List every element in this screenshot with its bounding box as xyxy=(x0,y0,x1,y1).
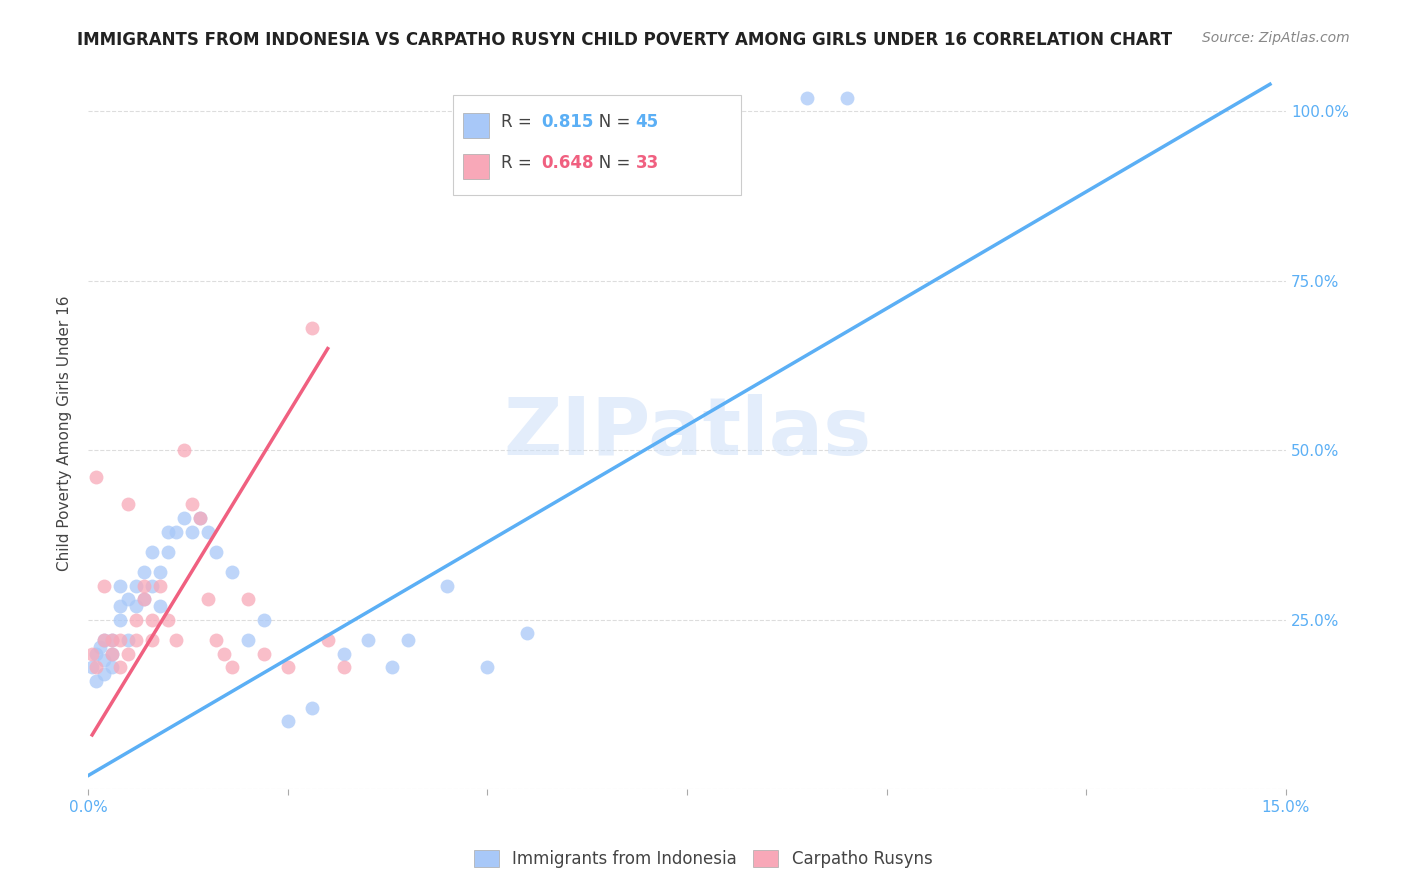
Point xyxy=(516,626,538,640)
Point xyxy=(149,579,172,593)
Point xyxy=(165,524,187,539)
Point xyxy=(93,653,115,667)
Point xyxy=(277,714,299,729)
Point xyxy=(108,633,131,648)
Point xyxy=(108,660,131,674)
Point xyxy=(108,599,131,614)
Text: N =: N = xyxy=(583,113,636,131)
Point xyxy=(132,592,155,607)
Point xyxy=(356,633,378,648)
Point xyxy=(236,633,259,648)
Point xyxy=(149,599,172,614)
Point xyxy=(101,633,124,648)
Point xyxy=(125,579,148,593)
Point xyxy=(301,701,323,715)
Text: N =: N = xyxy=(583,153,636,172)
Text: 0.648: 0.648 xyxy=(541,153,593,172)
Point xyxy=(316,633,339,648)
Point xyxy=(117,498,139,512)
Point xyxy=(221,660,243,674)
Point xyxy=(84,647,107,661)
Point xyxy=(188,511,211,525)
Point xyxy=(165,633,187,648)
Point xyxy=(101,647,124,661)
Point xyxy=(84,660,107,674)
Point xyxy=(381,660,404,674)
Point xyxy=(181,498,204,512)
Point xyxy=(221,566,243,580)
Point xyxy=(156,613,179,627)
Point xyxy=(101,633,124,648)
Point xyxy=(181,524,204,539)
Point xyxy=(332,660,354,674)
Point xyxy=(141,545,163,559)
Point xyxy=(156,545,179,559)
Point xyxy=(125,633,148,648)
Point xyxy=(101,647,124,661)
Text: IMMIGRANTS FROM INDONESIA VS CARPATHO RUSYN CHILD POVERTY AMONG GIRLS UNDER 16 C: IMMIGRANTS FROM INDONESIA VS CARPATHO RU… xyxy=(77,31,1173,49)
Point xyxy=(117,592,139,607)
Point xyxy=(236,592,259,607)
Point xyxy=(477,660,499,674)
Point xyxy=(125,599,148,614)
Point xyxy=(796,91,818,105)
Point xyxy=(205,633,228,648)
Point xyxy=(117,633,139,648)
Point xyxy=(117,647,139,661)
Point xyxy=(212,647,235,661)
Point xyxy=(197,524,219,539)
Point xyxy=(436,579,458,593)
Text: ZIPatlas: ZIPatlas xyxy=(503,394,872,472)
Text: R =: R = xyxy=(502,153,537,172)
Legend: Immigrants from Indonesia, Carpatho Rusyns: Immigrants from Indonesia, Carpatho Rusy… xyxy=(467,843,939,875)
Point xyxy=(188,511,211,525)
Point xyxy=(101,660,124,674)
Point xyxy=(93,579,115,593)
Text: R =: R = xyxy=(502,113,537,131)
Y-axis label: Child Poverty Among Girls Under 16: Child Poverty Among Girls Under 16 xyxy=(58,295,72,571)
Point xyxy=(173,511,195,525)
Point xyxy=(82,647,104,661)
Point xyxy=(301,321,323,335)
Point xyxy=(84,470,107,484)
Point xyxy=(396,633,419,648)
Point xyxy=(253,613,276,627)
Point xyxy=(108,579,131,593)
FancyBboxPatch shape xyxy=(454,95,741,194)
Point xyxy=(132,592,155,607)
Text: 45: 45 xyxy=(636,113,658,131)
Point xyxy=(132,579,155,593)
Text: 0.815: 0.815 xyxy=(541,113,593,131)
Point xyxy=(141,579,163,593)
Point xyxy=(132,566,155,580)
FancyBboxPatch shape xyxy=(463,153,489,178)
Text: Source: ZipAtlas.com: Source: ZipAtlas.com xyxy=(1202,31,1350,45)
Point xyxy=(141,633,163,648)
Text: 33: 33 xyxy=(636,153,659,172)
Point xyxy=(197,592,219,607)
Point xyxy=(835,91,858,105)
Point xyxy=(277,660,299,674)
Point xyxy=(89,640,111,654)
Point xyxy=(93,667,115,681)
FancyBboxPatch shape xyxy=(463,113,489,138)
Point xyxy=(82,660,104,674)
Point xyxy=(205,545,228,559)
Point xyxy=(149,566,172,580)
Point xyxy=(93,633,115,648)
Point xyxy=(84,673,107,688)
Point xyxy=(125,613,148,627)
Point xyxy=(93,633,115,648)
Point xyxy=(108,613,131,627)
Point xyxy=(141,613,163,627)
Point xyxy=(173,443,195,458)
Point xyxy=(253,647,276,661)
Point xyxy=(332,647,354,661)
Point xyxy=(156,524,179,539)
